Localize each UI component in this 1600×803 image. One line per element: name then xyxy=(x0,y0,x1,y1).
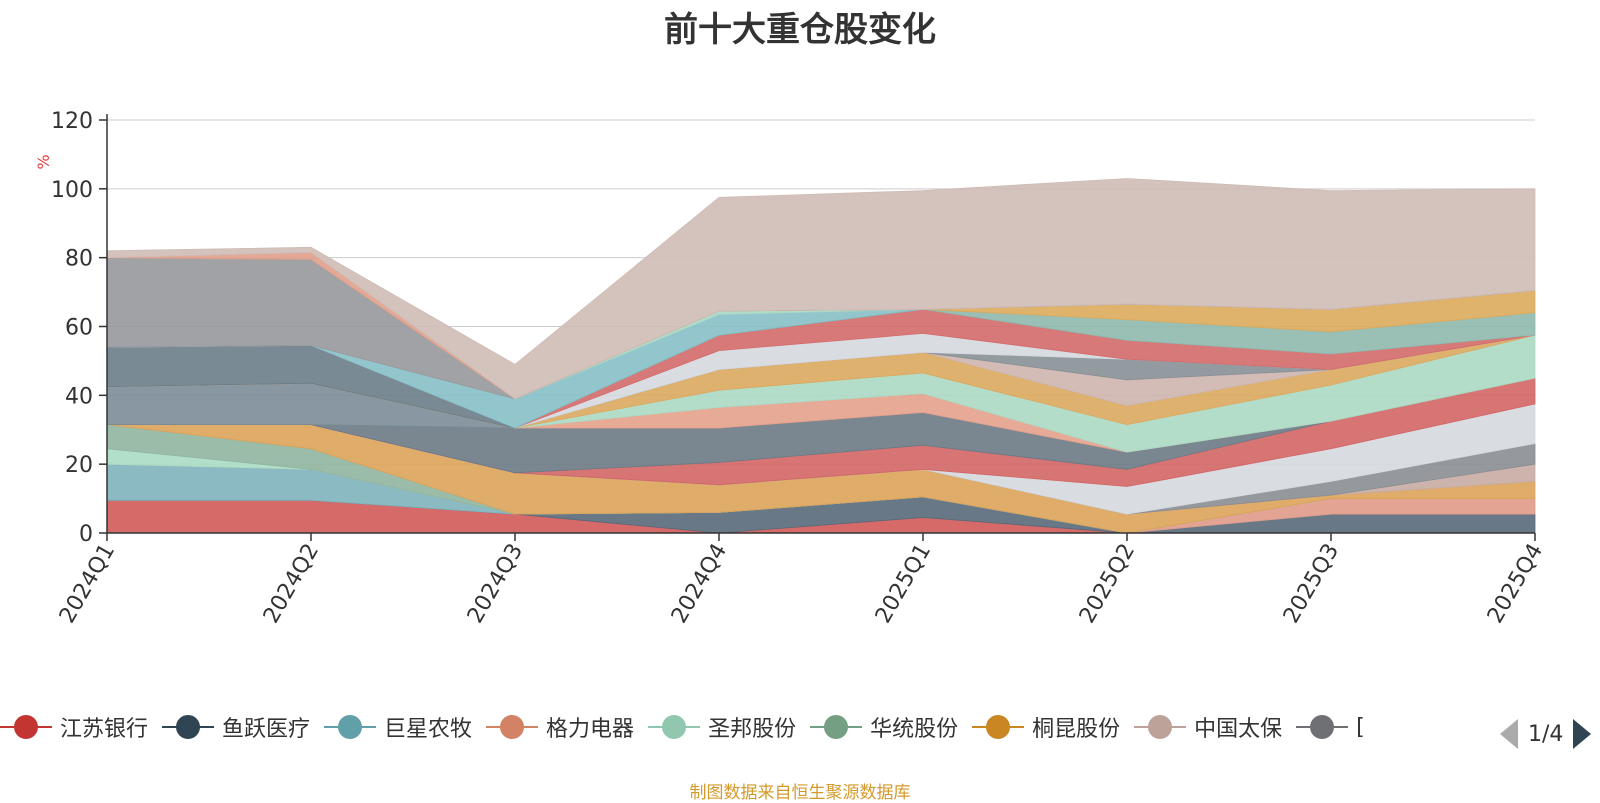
y-tick-label: 40 xyxy=(65,384,93,409)
y-tick-label: 20 xyxy=(65,453,93,478)
x-tick-label: 2025Q2 xyxy=(1075,540,1140,628)
legend-item[interactable]: 圣邦股份 xyxy=(648,711,796,743)
x-tick-label: 2025Q1 xyxy=(871,540,936,628)
y-tick-label: 60 xyxy=(65,316,93,341)
y-tick-label: 100 xyxy=(51,178,93,203)
legend-item[interactable]: 中国太保 xyxy=(1134,711,1282,743)
legend-item[interactable]: 华统股份 xyxy=(810,711,958,743)
legend-item[interactable]: 江苏银行 xyxy=(0,711,148,743)
legend-label: 鱼跃医疗 xyxy=(222,717,311,742)
source-note: 制图数据来自恒生聚源数据库 xyxy=(689,783,911,803)
y-tick-label: 120 xyxy=(51,109,93,134)
legend-label: 中国太保 xyxy=(1194,717,1283,742)
area-series-27 xyxy=(106,178,1536,400)
legend-next-arrow-icon[interactable] xyxy=(1573,719,1592,749)
chart-title: 前十大重仓股变化 xyxy=(664,10,936,50)
legend-item[interactable]: 鱼跃医疗 xyxy=(162,711,310,743)
legend-pager: 1/4 xyxy=(1500,716,1592,752)
x-tick-label: 2024Q1 xyxy=(55,540,120,628)
legend-prev-arrow-icon[interactable] xyxy=(1500,719,1518,749)
legend-page-indicator: 1/4 xyxy=(1528,721,1564,747)
legend-marker-icon xyxy=(1134,712,1187,742)
legend-item[interactable]: 桐昆股份 xyxy=(972,711,1120,743)
area-series-group xyxy=(106,178,1536,534)
y-axis-unit-label: % xyxy=(34,154,53,169)
legend-label: 江苏银行 xyxy=(60,717,149,742)
legend-marker-icon xyxy=(162,712,215,742)
legend-marker-icon xyxy=(1296,712,1349,742)
legend-marker-icon xyxy=(486,712,539,742)
legend-label: 圣邦股份 xyxy=(708,717,797,742)
legend-marker-icon xyxy=(324,712,377,742)
x-tick-label: 2025Q3 xyxy=(1279,540,1344,628)
legend-item[interactable]: [ xyxy=(1296,712,1365,742)
legend-label: [ xyxy=(1356,714,1365,740)
legend-item[interactable]: 巨星农牧 xyxy=(324,711,472,743)
x-tick-label: 2024Q4 xyxy=(667,540,732,628)
legend-label: 格力电器 xyxy=(546,717,635,742)
y-tick-label: 0 xyxy=(79,522,93,547)
legend-label: 桐昆股份 xyxy=(1032,717,1121,742)
legend: 江苏银行 鱼跃医疗 巨星农牧 格力电器 圣邦股份 华统股份 桐昆股份 中国太保 [ xyxy=(0,711,1470,753)
x-tick-label: 2024Q3 xyxy=(463,540,528,628)
legend-item[interactable]: 格力电器 xyxy=(486,711,634,743)
legend-marker-icon xyxy=(648,712,701,742)
x-tick-label: 2024Q2 xyxy=(259,540,324,628)
legend-label: 华统股份 xyxy=(870,717,959,742)
x-tick-label: 2025Q4 xyxy=(1483,540,1548,628)
legend-marker-icon xyxy=(810,712,863,742)
legend-label: 巨星农牧 xyxy=(384,717,473,742)
y-tick-label: 80 xyxy=(65,247,93,272)
legend-marker-icon xyxy=(0,712,52,742)
legend-marker-icon xyxy=(972,712,1025,742)
